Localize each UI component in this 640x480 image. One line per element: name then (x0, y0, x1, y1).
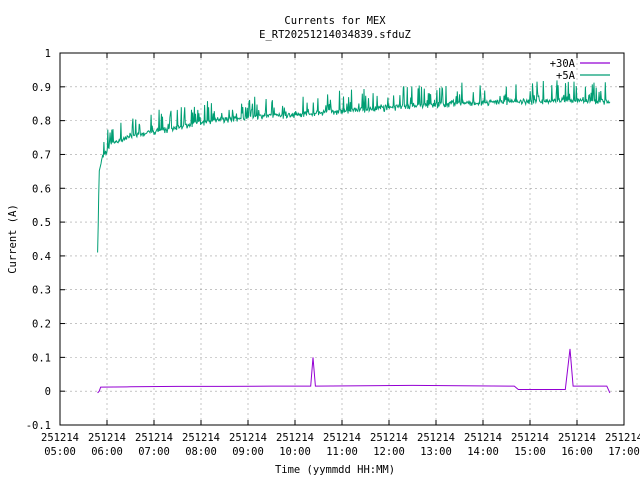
y-tick-label: -0.1 (26, 420, 51, 432)
x-tick-label-time: 10:00 (279, 446, 311, 458)
series-line (97, 348, 611, 394)
chart-title: Currents for MEX (284, 15, 386, 27)
series-line (97, 80, 611, 253)
y-tick-label: 0.8 (32, 116, 51, 128)
y-tick-label: 0.7 (32, 149, 51, 161)
x-tick-label-time: 08:00 (185, 446, 217, 458)
legend-label: +5A (556, 70, 576, 82)
x-tick-labels: 251214 05:00 251214 06:00 251214 07:00 251214 0… (41, 432, 640, 458)
x-tick-label-time: 16:00 (561, 446, 593, 458)
x-tick-label-time: 17:00 (608, 446, 640, 458)
x-tick-label-time: 15:00 (514, 446, 546, 458)
series-traces (97, 80, 611, 394)
x-tick-label-date: 251214 (88, 432, 126, 444)
y-tick-label: 0.4 (32, 251, 51, 263)
x-tick-label-date: 251214 (182, 432, 220, 444)
x-tick-label-time: 09:00 (232, 446, 264, 458)
y-tick-label: 0.5 (32, 217, 51, 229)
x-tick-label-time: 14:00 (467, 446, 499, 458)
x-tick-label-date: 251214 (464, 432, 502, 444)
x-tick-label-date: 251214 (370, 432, 408, 444)
legend-label: +30A (550, 58, 576, 70)
x-tick-label-date: 251214 (417, 432, 455, 444)
y-tick-label: 0 (45, 386, 51, 398)
y-axis-label: Current (A) (7, 204, 19, 274)
x-tick-label-date: 251214 (276, 432, 314, 444)
y-tick-labels: -0.1 0 0.1 0.2 0.3 0.4 0.5 0.6 0.7 0.8 0.9 1 (26, 48, 51, 432)
y-tick-label: 0.1 (32, 352, 51, 364)
x-axis-label: Time (yymmdd HH:MM) (275, 464, 395, 476)
x-tick-label-date: 251214 (229, 432, 267, 444)
y-tick-label: 0.9 (32, 82, 51, 94)
legend: +30A+5A (550, 58, 610, 82)
x-tick-label-time: 07:00 (138, 446, 170, 458)
x-tick-label-date: 251214 (558, 432, 596, 444)
x-tick-label-time: 05:00 (44, 446, 76, 458)
x-tick-label-time: 12:00 (373, 446, 405, 458)
y-tick-label: 0.3 (32, 285, 51, 297)
chart-subtitle: E_RT20251214034839.sfduZ (259, 29, 411, 41)
x-tick-label-date: 251214 (135, 432, 173, 444)
y-tick-label: 0.2 (32, 319, 51, 331)
x-tick-label-date: 251214 (41, 432, 79, 444)
x-tick-label-date: 251214 (511, 432, 549, 444)
y-tick-label: 0.6 (32, 183, 51, 195)
x-tick-label-date: 251214 (605, 432, 640, 444)
x-tick-label-time: 13:00 (420, 446, 452, 458)
x-tick-label-date: 251214 (323, 432, 361, 444)
x-tick-label-time: 06:00 (91, 446, 123, 458)
x-tick-label-time: 11:00 (326, 446, 358, 458)
axis-ticks (59, 52, 625, 426)
grid-lines (60, 53, 624, 425)
y-tick-label: 1 (45, 48, 51, 60)
